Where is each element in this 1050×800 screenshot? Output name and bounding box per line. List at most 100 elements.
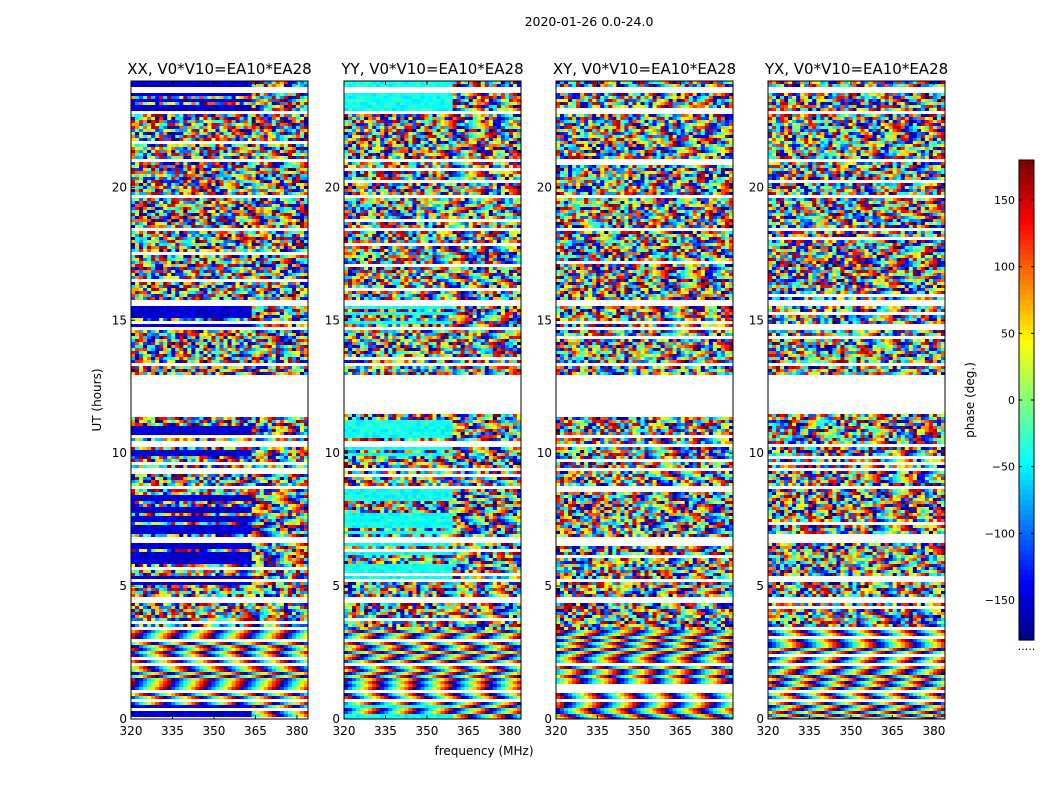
y-tick-label: 20: [537, 180, 552, 194]
colorbar-label: phase (deg.): [963, 362, 977, 438]
panel-title: YX, V0*V10=EA10*EA28: [764, 60, 948, 78]
colorbar-segment: [1019, 305, 1034, 311]
colorbar-segment: [1019, 320, 1034, 326]
colorbar-segment: [1019, 230, 1034, 236]
colorbar-segment: [1019, 375, 1034, 381]
colorbar-segment: [1019, 430, 1034, 436]
colorbar-segment: [1019, 475, 1034, 481]
y-tick-label: 0: [544, 712, 552, 726]
colorbar-segment: [1019, 315, 1034, 321]
colorbar-segment: [1019, 580, 1034, 586]
colorbar-tick-label: −50: [992, 461, 1015, 474]
colorbar-segment: [1019, 410, 1034, 416]
x-tick-label: 365: [881, 724, 904, 738]
colorbar-segment: [1019, 635, 1034, 641]
colorbar-segment: [1019, 620, 1034, 626]
colorbar-segment: [1019, 425, 1034, 431]
x-tick-label: 380: [922, 724, 945, 738]
colorbar-segment: [1019, 465, 1034, 471]
colorbar-segment: [1019, 255, 1034, 261]
x-tick-label: 320: [120, 724, 143, 738]
colorbar-segment: [1019, 290, 1034, 296]
colorbar-segment: [1019, 245, 1034, 251]
colorbar-segment: [1019, 450, 1034, 456]
y-tick-label: 20: [749, 180, 764, 194]
colorbar-segment: [1019, 170, 1034, 176]
y-tick-label: 0: [119, 712, 127, 726]
colorbar-segment: [1019, 615, 1034, 621]
colorbar-segment: [1019, 460, 1034, 466]
panel-title: YY, V0*V10=EA10*EA28: [340, 60, 523, 78]
colorbar-segment: [1019, 335, 1034, 341]
colorbar-segment: [1019, 390, 1034, 396]
panel-frame: [343, 80, 522, 720]
y-tick-label: 5: [544, 579, 552, 593]
phase-heatmap-xy: [556, 81, 733, 719]
colorbar-segment: [1019, 380, 1034, 386]
y-tick-label: 10: [537, 446, 552, 460]
colorbar-segment: [1019, 590, 1034, 596]
colorbar-tick-label: −100: [985, 527, 1015, 540]
colorbar-segment: [1019, 545, 1034, 551]
colorbar-segment: [1019, 585, 1034, 591]
panel-xy: XY, V0*V10=EA10*EA28 320 335 350 365 380 0 5 10 1…: [537, 60, 736, 738]
colorbar: 150 100 50 0 −50 −100 −150 phase (deg.).....: [963, 159, 1035, 653]
x-tick-label: 335: [374, 724, 397, 738]
x-tick-label: 320: [757, 724, 780, 738]
x-tick-label: 350: [840, 724, 863, 738]
colorbar-segment: [1019, 435, 1034, 441]
colorbar-segment: [1019, 350, 1034, 356]
y-tick-label: 20: [112, 180, 127, 194]
colorbar-segment: [1019, 495, 1034, 501]
colorbar-segment: [1019, 510, 1034, 516]
colorbar-footer: .....: [1018, 640, 1035, 653]
colorbar-segment: [1019, 300, 1034, 306]
figure-title: 2020-01-26 0.0-24.0: [525, 14, 654, 29]
y-tick-label: 5: [332, 579, 340, 593]
colorbar-segment: [1019, 160, 1034, 166]
colorbar-segment: [1019, 240, 1034, 246]
colorbar-segment: [1019, 175, 1034, 181]
x-tick-label: 380: [710, 724, 733, 738]
colorbar-segment: [1019, 415, 1034, 421]
colorbar-segment: [1019, 530, 1034, 536]
y-tick-label: 10: [325, 446, 340, 460]
colorbar-segment: [1019, 470, 1034, 476]
x-tick-label: 320: [333, 724, 356, 738]
colorbar-tick-label: 50: [1001, 327, 1015, 340]
colorbar-segment: [1019, 515, 1034, 521]
colorbar-segment: [1019, 280, 1034, 286]
colorbar-segment: [1019, 600, 1034, 606]
colorbar-segment: [1019, 595, 1034, 601]
y-tick-label: 20: [325, 180, 340, 194]
y-axis-label: UT (hours): [90, 368, 104, 431]
colorbar-tick-label: 150: [994, 194, 1015, 207]
x-axis-label: frequency (MHz): [434, 744, 533, 758]
panel-yy: YY, V0*V10=EA10*EA28 320 335 350 365 380 0 5 10 1…: [325, 60, 524, 738]
colorbar-segment: [1019, 505, 1034, 511]
colorbar-segment: [1019, 215, 1034, 221]
colorbar-segment: [1019, 575, 1034, 581]
colorbar-segment: [1019, 285, 1034, 291]
colorbar-segment: [1019, 395, 1034, 401]
colorbar-segment: [1019, 165, 1034, 171]
colorbar-segment: [1019, 205, 1034, 211]
y-tick-label: 15: [112, 313, 127, 327]
phase-heatmap-yy: [344, 81, 521, 719]
phase-heatmap-xx: [131, 81, 308, 719]
y-tick-label: 15: [325, 313, 340, 327]
colorbar-segment: [1019, 630, 1034, 636]
colorbar-segment: [1019, 535, 1034, 541]
colorbar-tick-label: 100: [994, 261, 1015, 274]
panels: XX, V0*V10=EA10*EA28 320 335 350 365 380 0 5 10 1…: [112, 60, 948, 738]
colorbar-segment: [1019, 550, 1034, 556]
colorbar-segment: [1019, 265, 1034, 271]
colorbar-segment: [1019, 500, 1034, 506]
colorbar-segment: [1019, 330, 1034, 336]
y-tick-label: 0: [756, 712, 764, 726]
colorbar-segment: [1019, 605, 1034, 611]
x-tick-label: 335: [586, 724, 609, 738]
colorbar-segment: [1019, 185, 1034, 191]
x-tick-label: 350: [416, 724, 439, 738]
